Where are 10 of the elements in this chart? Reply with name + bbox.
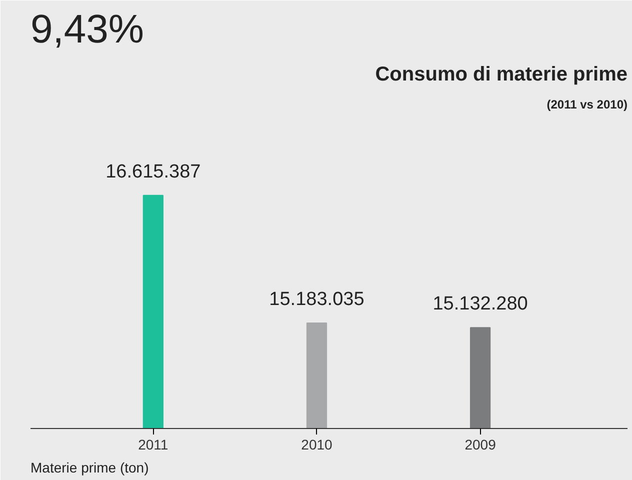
text: Materie prime (ton) bbox=[30, 460, 149, 476]
chart-title: Consumo di materie prime bbox=[375, 64, 628, 86]
x-tick-label: 2010 bbox=[301, 436, 333, 452]
x-tick-label: 2009 bbox=[464, 436, 496, 452]
data-label: 15.183.035 bbox=[269, 289, 364, 310]
x-tick-label: 2011 bbox=[138, 436, 168, 452]
chart-subtitle: (2011 vs 2010) bbox=[546, 98, 628, 112]
data-label: 15.132.280 bbox=[432, 294, 528, 315]
text: 9,43% bbox=[30, 8, 144, 52]
data-label: 16.615.387 bbox=[106, 161, 201, 182]
